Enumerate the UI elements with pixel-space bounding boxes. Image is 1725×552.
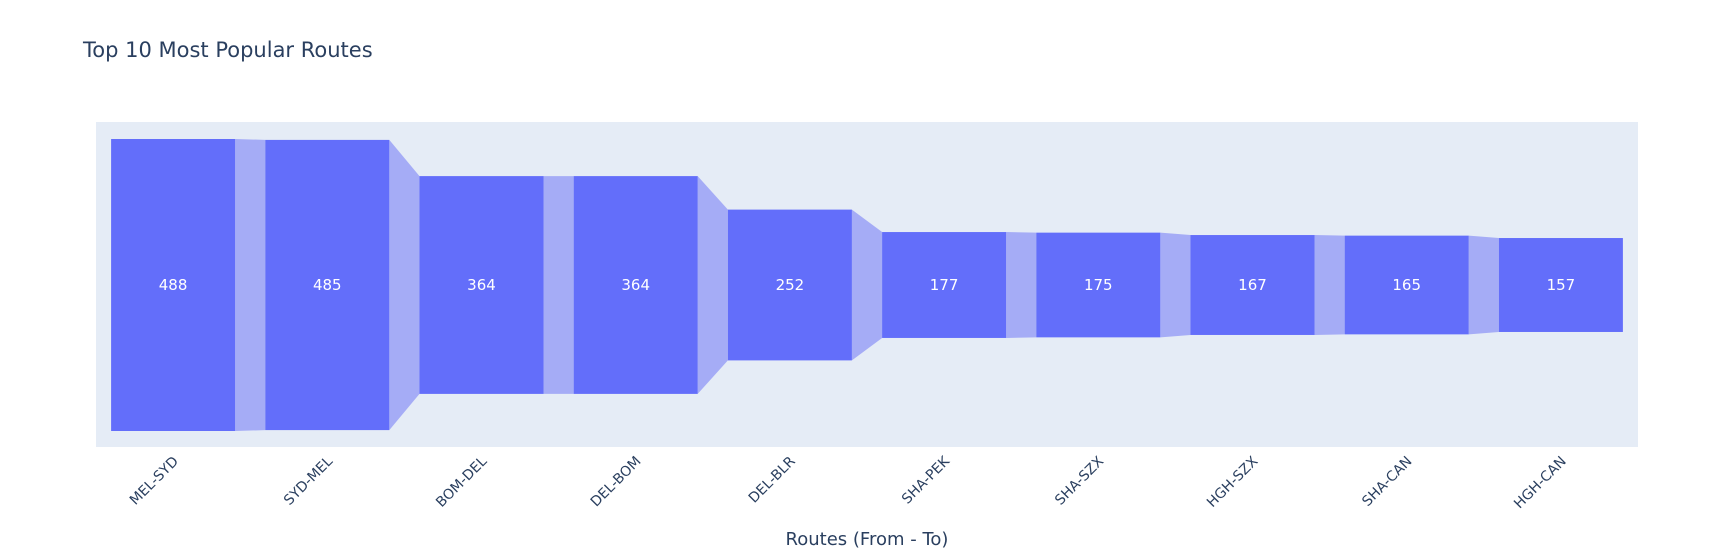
bars-group	[111, 139, 1623, 431]
x-axis-title: Routes (From - To)	[786, 529, 949, 550]
bar-value-label: 485	[313, 276, 342, 294]
funnel-connector	[235, 139, 266, 431]
funnel-bar[interactable]	[419, 176, 544, 394]
bar-value-label: 175	[1084, 276, 1113, 294]
connectors-group	[235, 139, 1499, 431]
funnel-bar[interactable]	[1036, 232, 1161, 338]
bar-value-label: 488	[159, 276, 188, 294]
funnel-connector	[389, 139, 420, 431]
funnel-connector	[1006, 232, 1037, 338]
funnel-bar[interactable]	[1498, 238, 1623, 332]
bar-value-label: 157	[1547, 276, 1576, 294]
funnel-bar[interactable]	[1344, 235, 1469, 335]
funnel-bar[interactable]	[1190, 235, 1315, 335]
bar-value-label: 165	[1392, 276, 1421, 294]
funnel-bar[interactable]	[265, 139, 390, 431]
funnel-bar[interactable]	[111, 139, 236, 431]
x-tick-labels-group: MEL-SYD SYD-MEL BOM-DEL DEL-BOM DEL-BLR SHA-P…	[127, 453, 1570, 512]
x-tick-label: SHA-PEK	[899, 453, 953, 507]
bar-labels-group: 488 485 364 364 252 177 175 167 165 157	[159, 276, 1575, 294]
bar-value-label: 364	[467, 276, 496, 294]
funnel-connector	[697, 176, 728, 394]
funnel-connector	[851, 209, 883, 361]
x-tick-label: MEL-SYD	[127, 454, 182, 509]
funnel-connector	[1468, 235, 1499, 335]
funnel-bar[interactable]	[573, 176, 698, 394]
x-tick-label: BOM-DEL	[433, 453, 490, 510]
x-tick-label: SYD-MEL	[281, 453, 336, 508]
bar-value-label: 167	[1238, 276, 1267, 294]
chart-title: Top 10 Most Popular Routes	[83, 38, 373, 62]
x-tick-label: HGH-SZX	[1204, 453, 1262, 511]
funnel-connector	[1314, 235, 1345, 335]
x-tick-label: HGH-CAN	[1511, 454, 1570, 513]
bar-value-label: 252	[776, 276, 805, 294]
x-tick-label: SHA-SZX	[1052, 453, 1107, 508]
funnel-connector	[543, 176, 574, 394]
funnel-bar[interactable]	[727, 209, 852, 361]
x-tick-label: SHA-CAN	[1359, 454, 1415, 510]
x-tick-label: DEL-BLR	[746, 453, 799, 506]
x-tick-label: DEL-BOM	[588, 454, 645, 511]
funnel-bar[interactable]	[882, 232, 1007, 338]
funnel-connector	[1160, 232, 1191, 338]
bar-value-label: 177	[930, 276, 959, 294]
bar-value-label: 364	[621, 276, 650, 294]
